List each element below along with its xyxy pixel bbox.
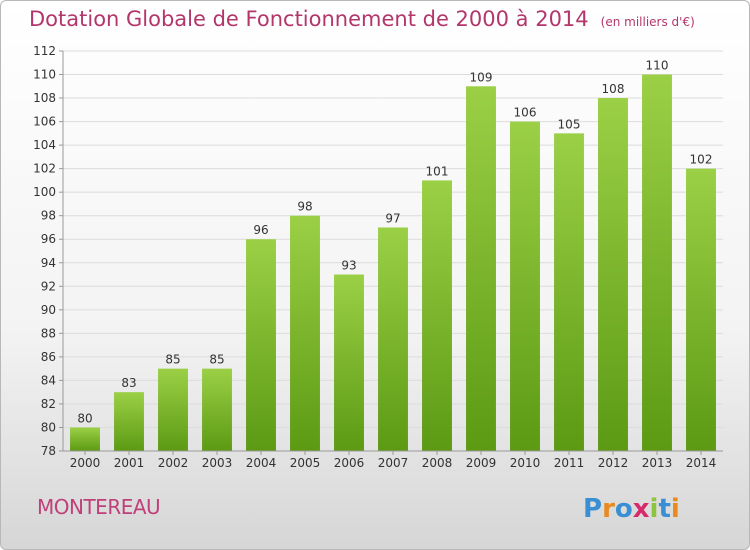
y-tick-label: 94 (41, 256, 56, 270)
y-tick-label: 112 (33, 44, 56, 58)
x-tick-label: 2014 (686, 456, 717, 470)
x-tick-label: 2007 (378, 456, 409, 470)
x-tick-label: 2001 (114, 456, 145, 470)
x-tick-label: 2013 (642, 456, 673, 470)
x-tick-label: 2003 (202, 456, 233, 470)
y-tick-label: 102 (33, 162, 56, 176)
y-tick-label: 106 (33, 115, 56, 129)
data-label: 97 (385, 211, 400, 225)
x-tick-label: 2002 (158, 456, 189, 470)
bar (554, 133, 584, 451)
y-tick-label: 86 (41, 350, 56, 364)
bar (422, 180, 452, 452)
x-tick-label: 2009 (466, 456, 497, 470)
svg-text:Proxiti: Proxiti (583, 494, 680, 524)
y-tick-label: 98 (41, 209, 56, 223)
data-label: 80 (77, 411, 92, 425)
data-label: 106 (514, 106, 537, 120)
x-tick-label: 2006 (334, 456, 365, 470)
y-tick-label: 90 (41, 303, 56, 317)
x-tick-label: 2000 (70, 456, 101, 470)
data-label: 109 (470, 70, 493, 84)
data-label: 110 (646, 59, 669, 73)
data-label: 101 (426, 164, 449, 178)
y-tick-label: 82 (41, 397, 56, 411)
data-label: 83 (121, 376, 136, 390)
x-tick-label: 2011 (554, 456, 585, 470)
data-label: 85 (209, 353, 224, 367)
x-tick-label: 2005 (290, 456, 321, 470)
chart-title-text: Dotation Globale de Fonctionnement de 20… (29, 7, 589, 31)
bar (510, 121, 540, 452)
x-tick-label: 2008 (422, 456, 453, 470)
data-label: 93 (341, 259, 356, 273)
y-tick-label: 92 (41, 279, 56, 293)
commune-name: MONTEREAU (37, 495, 161, 519)
bar (70, 427, 100, 451)
bar (158, 368, 188, 451)
y-tick-label: 80 (41, 420, 56, 434)
bars (70, 74, 716, 452)
chart-subtitle: (en milliers d'€) (600, 15, 695, 29)
x-tick-label: 2010 (510, 456, 541, 470)
data-label: 105 (558, 117, 581, 131)
data-label: 85 (165, 353, 180, 367)
y-tick-label: 88 (41, 326, 56, 340)
data-label: 108 (602, 82, 625, 96)
y-tick-label: 110 (33, 68, 56, 82)
bar (598, 98, 628, 451)
y-tick-label: 104 (33, 138, 56, 152)
bar (202, 368, 232, 451)
bar (114, 392, 144, 451)
y-tick-label: 100 (33, 185, 56, 199)
bar (334, 274, 364, 451)
y-tick-label: 108 (33, 91, 56, 105)
x-axis-ticks: 2000 2001 2002 2003 2004 2005 2006 2007 2008 2009… (63, 450, 723, 470)
bar (378, 227, 408, 451)
bar (642, 74, 672, 451)
bar (466, 86, 496, 451)
data-labels: 80 83 85 85 96 98 93 97 101 109 106 105 108 110 102 (77, 59, 712, 426)
y-tick-label: 96 (41, 232, 56, 246)
bar (246, 239, 276, 451)
y-axis-ticks: 78 80 82 84 86 88 90 92 94 96 98 100 102 104 106 108 110… (33, 44, 64, 458)
bar (290, 215, 320, 451)
bar (686, 168, 716, 451)
data-label: 98 (297, 200, 312, 214)
data-label: 96 (253, 223, 268, 237)
proxiti-logo: Proxiti (583, 494, 680, 524)
chart-title: Dotation Globale de Fonctionnement de 20… (29, 7, 695, 31)
y-tick-label: 84 (41, 373, 56, 387)
data-label: 102 (690, 153, 713, 167)
x-tick-label: 2004 (246, 456, 277, 470)
x-tick-label: 2012 (598, 456, 629, 470)
y-tick-label: 78 (41, 444, 56, 458)
